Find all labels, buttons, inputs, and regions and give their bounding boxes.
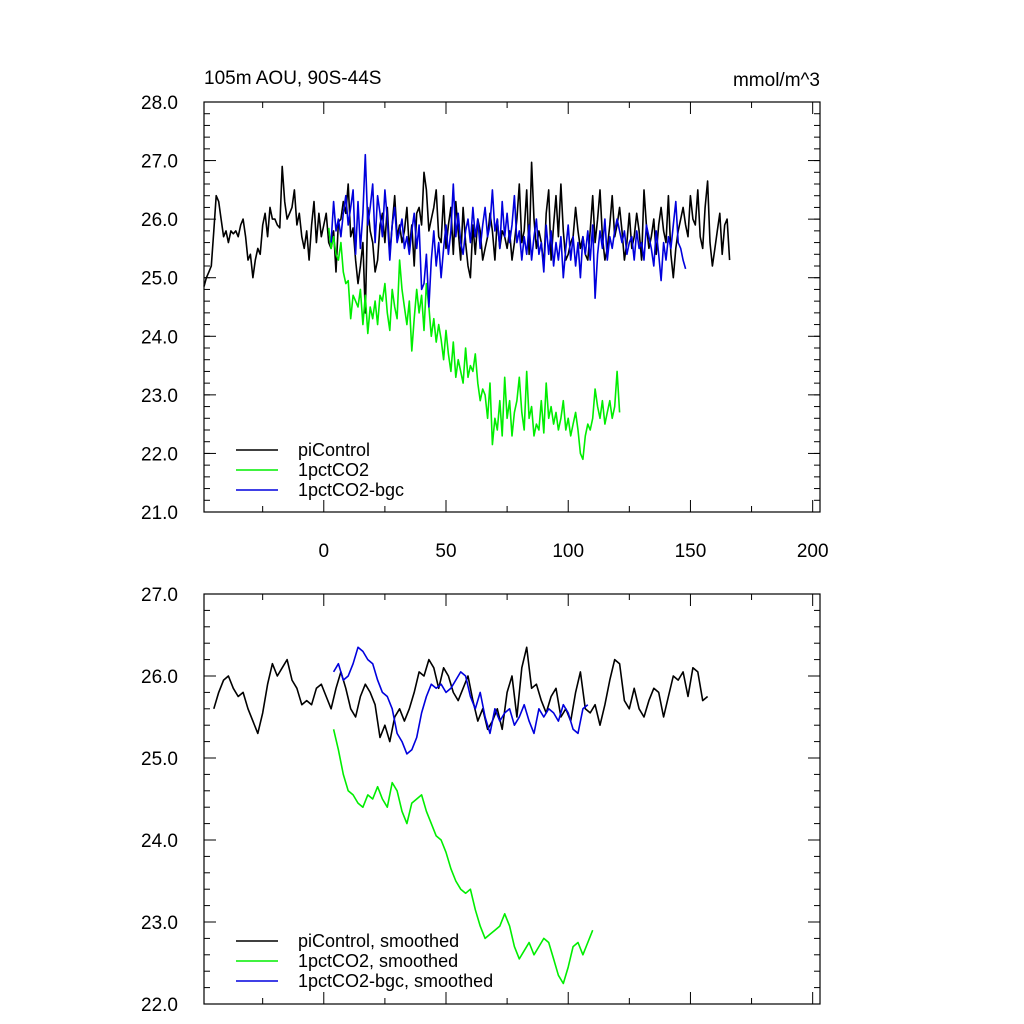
y-tick-label: 21.0 xyxy=(141,503,178,524)
bottom-plot-frame xyxy=(203,593,821,1005)
top-panel: 105m AOU, 90S-44S mmol/m^3 21.0 22.0 23.0 2… xyxy=(141,68,829,562)
y-tick-label: 28.0 xyxy=(141,93,178,114)
top-panel-units: mmol/m^3 xyxy=(733,70,820,91)
series-line-picontrol-smoothed xyxy=(213,646,709,743)
legend-label: 1pctCO2, smoothed xyxy=(298,951,458,971)
series-line-1pctco2-smoothed xyxy=(332,729,594,985)
series-line-1pctco2 xyxy=(327,227,621,461)
series-line-picontrol xyxy=(203,161,731,314)
top-panel-title: 105m AOU, 90S-44S xyxy=(204,68,381,89)
y-tick-label: 25.0 xyxy=(141,749,178,770)
legend-label: 1pctCO2 xyxy=(298,460,369,480)
y-tick-label: 25.0 xyxy=(141,269,178,290)
y-tick-label: 23.0 xyxy=(141,913,178,934)
bottom-panel: 22.0 23.0 24.0 25.0 26.0 27.0 piControl, smoo… xyxy=(141,585,821,1016)
legend-label: piControl xyxy=(298,440,370,460)
series-line-1pctco2-bgc xyxy=(330,153,687,308)
x-tick-label: 100 xyxy=(552,541,584,562)
y-tick-label: 26.0 xyxy=(141,667,178,688)
legend-label: 1pctCO2-bgc, smoothed xyxy=(298,971,493,991)
x-tick-label: 200 xyxy=(797,541,829,562)
x-tick-label: 0 xyxy=(318,541,329,562)
x-tick-label: 150 xyxy=(675,541,707,562)
top-plot-frame xyxy=(203,101,821,513)
series-line-1pctco2-bgc-smoothed xyxy=(332,646,589,755)
y-tick-label: 27.0 xyxy=(141,585,178,606)
y-tick-label: 24.0 xyxy=(141,327,178,348)
y-tick-label: 26.0 xyxy=(141,210,178,231)
legend-label: 1pctCO2-bgc xyxy=(298,480,404,500)
x-tick-label: 50 xyxy=(435,541,456,562)
y-tick-label: 27.0 xyxy=(141,152,178,173)
y-tick-label: 22.0 xyxy=(141,995,178,1016)
legend-label: piControl, smoothed xyxy=(298,931,459,951)
y-tick-label: 24.0 xyxy=(141,831,178,852)
y-tick-label: 23.0 xyxy=(141,386,178,407)
y-tick-label: 22.0 xyxy=(141,444,178,465)
